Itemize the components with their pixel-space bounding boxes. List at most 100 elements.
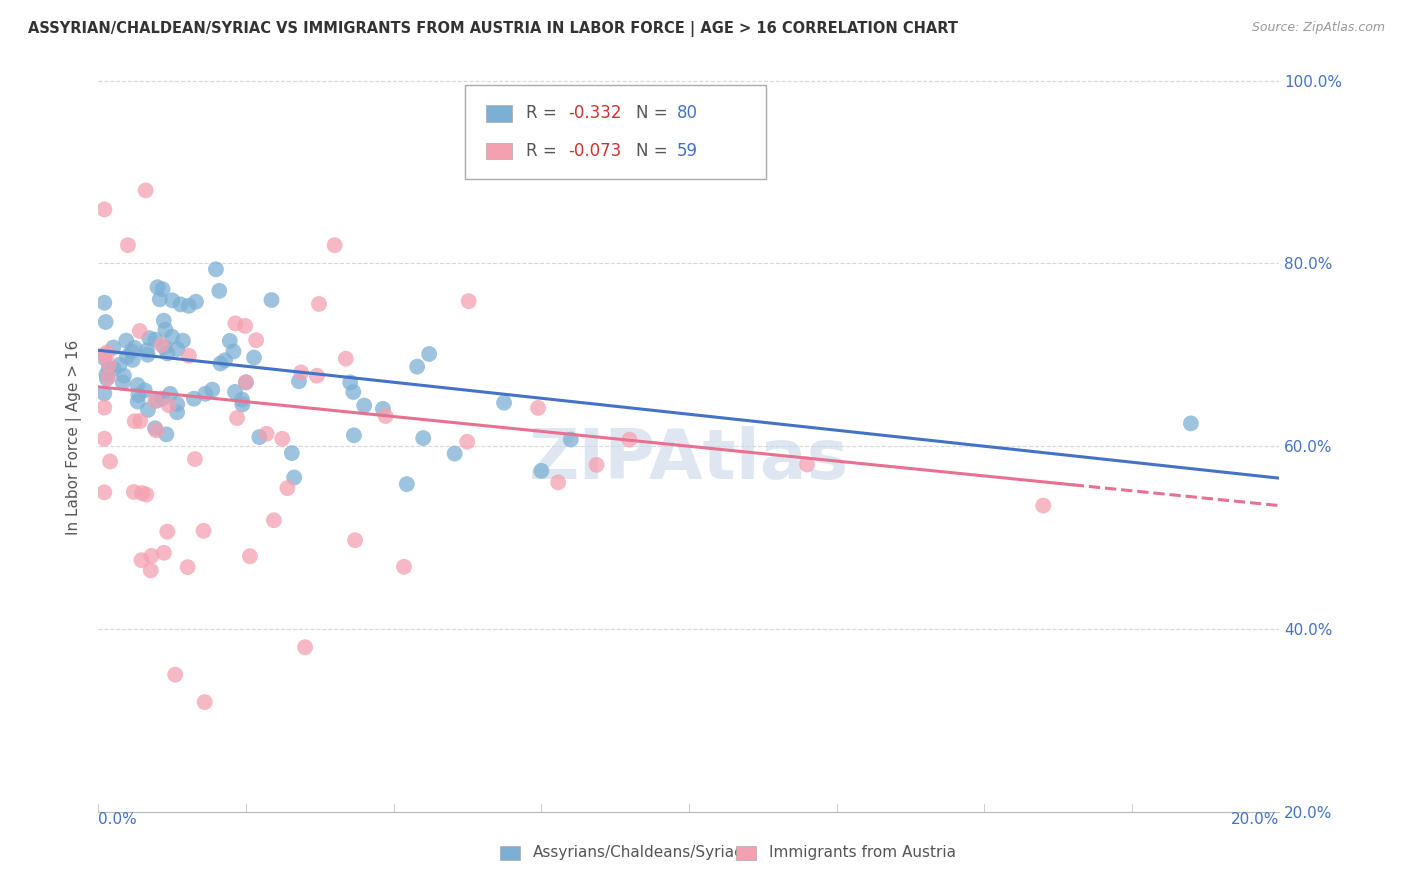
Point	[418, 347, 440, 361]
Point	[127, 378, 149, 392]
Point	[177, 349, 200, 363]
Point	[290, 366, 312, 380]
Point	[127, 388, 149, 402]
Point	[159, 386, 181, 401]
Text: N =: N =	[636, 142, 668, 160]
Point	[308, 297, 330, 311]
Point	[136, 403, 159, 417]
Point	[166, 397, 188, 411]
Point	[193, 524, 215, 538]
Point	[93, 348, 115, 362]
Point	[115, 334, 138, 348]
Point	[619, 433, 641, 447]
Point	[281, 446, 304, 460]
Point	[93, 432, 115, 446]
Point	[150, 392, 173, 406]
Point	[235, 376, 257, 390]
Text: 20.0%: 20.0%	[1232, 812, 1279, 827]
Bar	[486, 143, 512, 159]
Point	[124, 341, 146, 355]
Point	[1180, 417, 1202, 431]
Point	[146, 280, 169, 294]
Point	[271, 432, 294, 446]
Point	[194, 386, 217, 401]
Text: Immigrants from Austria: Immigrants from Austria	[769, 846, 956, 861]
Point	[371, 401, 394, 416]
Point	[128, 324, 150, 338]
Point	[239, 549, 262, 564]
Point	[245, 333, 267, 347]
Point	[145, 424, 167, 438]
Point	[231, 397, 253, 411]
Point	[243, 351, 266, 365]
Point	[160, 330, 183, 344]
Point	[141, 549, 163, 563]
Point	[162, 293, 184, 308]
Point	[138, 331, 160, 345]
Point	[169, 297, 191, 311]
Point	[392, 559, 415, 574]
Point	[155, 323, 177, 337]
Point	[108, 358, 131, 372]
Point	[214, 353, 236, 368]
Point	[117, 238, 139, 252]
Point	[343, 428, 366, 442]
Text: 59: 59	[678, 142, 699, 160]
Point	[98, 454, 121, 468]
Point	[335, 351, 357, 366]
FancyBboxPatch shape	[464, 85, 766, 178]
Point	[152, 313, 174, 327]
Text: -0.332: -0.332	[568, 104, 621, 122]
Point	[305, 368, 328, 383]
Point	[222, 344, 245, 359]
Point	[165, 667, 187, 681]
Text: -0.073: -0.073	[568, 142, 621, 160]
Text: N =: N =	[636, 104, 668, 122]
Point	[93, 351, 115, 365]
Point	[131, 486, 153, 500]
Point	[97, 370, 120, 384]
Text: Source: ZipAtlas.com: Source: ZipAtlas.com	[1251, 21, 1385, 34]
Text: 0.0%: 0.0%	[98, 812, 138, 827]
Point	[283, 470, 305, 484]
Point	[145, 333, 167, 347]
Point	[152, 282, 174, 296]
Point	[342, 384, 364, 399]
Text: Assyrians/Chaldeans/Syriacs: Assyrians/Chaldeans/Syriacs	[533, 846, 752, 861]
Point	[157, 398, 180, 412]
Point	[547, 475, 569, 490]
Text: R =: R =	[526, 142, 557, 160]
Point	[339, 376, 361, 390]
Point	[494, 395, 516, 409]
Point	[209, 356, 232, 370]
Point	[184, 452, 207, 467]
Point	[156, 346, 179, 360]
Point	[256, 426, 278, 441]
Point	[93, 401, 115, 415]
Point	[139, 563, 162, 577]
Point	[194, 695, 217, 709]
Point	[129, 414, 152, 428]
Point	[294, 640, 316, 655]
Point	[127, 394, 149, 409]
Point	[224, 317, 246, 331]
Point	[395, 477, 418, 491]
Point	[153, 340, 176, 354]
Point	[443, 446, 465, 460]
Point	[374, 409, 396, 423]
Point	[94, 315, 117, 329]
Point	[112, 368, 135, 383]
Point	[527, 401, 550, 415]
Point	[111, 376, 134, 390]
Point	[103, 362, 125, 376]
Point	[97, 361, 120, 376]
Point	[166, 342, 188, 356]
Point	[457, 294, 479, 309]
Point	[124, 414, 146, 428]
Point	[131, 553, 153, 567]
Point	[96, 345, 118, 359]
Point	[103, 341, 125, 355]
Point	[233, 318, 256, 333]
Point	[560, 433, 582, 447]
Point	[585, 458, 607, 472]
